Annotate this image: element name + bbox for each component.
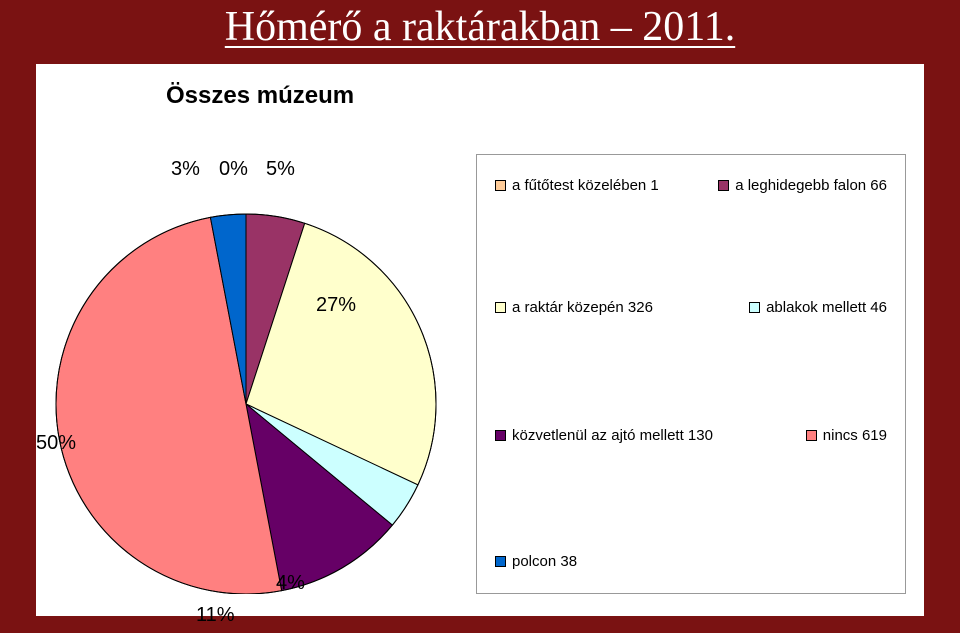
legend: a fűtőtest közelében 1 a leghidegebb falo… <box>476 154 906 594</box>
slice-percent-label: 0% <box>219 158 248 181</box>
legend-swatch <box>495 302 506 313</box>
legend-item: polcon 38 <box>495 553 577 570</box>
legend-item: a fűtőtest közelében 1 <box>495 177 659 194</box>
legend-swatch <box>749 302 760 313</box>
legend-swatch <box>495 556 506 567</box>
legend-item: nincs 619 <box>806 427 887 444</box>
slice-percent-label: 50% <box>36 432 76 455</box>
legend-swatch <box>718 180 729 191</box>
slice-percent-label: 5% <box>266 158 295 181</box>
legend-swatch <box>806 430 817 441</box>
legend-item: a raktár közepén 326 <box>495 299 653 316</box>
legend-row: a fűtőtest közelében 1 a leghidegebb falo… <box>495 173 887 197</box>
slice-percent-label: 4% <box>276 572 305 595</box>
legend-row: a raktár közepén 326 ablakok mellett 46 <box>495 295 887 319</box>
pie-chart: 0%5%27%4%11%50%3% <box>36 154 476 594</box>
legend-label: a raktár közepén 326 <box>512 299 653 316</box>
legend-row: közvetlenül az ajtó mellett 130 nincs 619 <box>495 423 887 447</box>
legend-label: a fűtőtest közelében 1 <box>512 177 659 194</box>
slice-percent-label: 3% <box>171 158 200 181</box>
legend-label: ablakok mellett 46 <box>766 299 887 316</box>
legend-row: polcon 38 <box>495 549 887 573</box>
legend-label: közvetlenül az ajtó mellett 130 <box>512 427 713 444</box>
pie-svg <box>36 154 476 594</box>
chart-subtitle: Összes múzeum <box>166 82 354 110</box>
slide: Hőmérő a raktárakban – 2011. Összes múze… <box>0 0 960 633</box>
slice-percent-label: 11% <box>196 604 235 627</box>
legend-item: közvetlenül az ajtó mellett 130 <box>495 427 713 444</box>
legend-label: nincs 619 <box>823 427 887 444</box>
slice-percent-label: 27% <box>316 294 356 317</box>
legend-item: a leghidegebb falon 66 <box>718 177 887 194</box>
slide-title: Hőmérő a raktárakban – 2011. <box>0 0 960 51</box>
legend-swatch <box>495 180 506 191</box>
legend-item: ablakok mellett 46 <box>749 299 887 316</box>
legend-swatch <box>495 430 506 441</box>
legend-label: a leghidegebb falon 66 <box>735 177 887 194</box>
chart-panel: Összes múzeum 0%5%27%4%11%50%3% a fűtőte… <box>36 64 924 616</box>
legend-label: polcon 38 <box>512 553 577 570</box>
